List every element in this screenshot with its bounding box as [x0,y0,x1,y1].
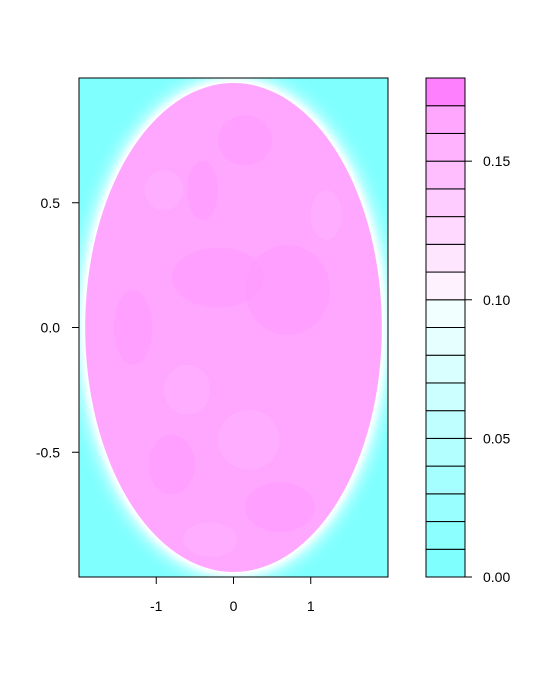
colorbar-bin [425,299,466,328]
colorbar: 0.00 0.05 0.10 0.15 [425,77,510,585]
colorbar-tick-label: 0.05 [483,430,510,446]
x-tick-label: 0 [230,598,238,614]
texture-patch [113,290,153,365]
texture-patch [171,247,265,308]
colorbar-bin [425,354,466,384]
texture-patch [218,409,280,470]
texture-patch [163,364,211,415]
colorbar-tick-label: 0.15 [483,153,510,169]
colorbar-tick-label: 0.10 [483,292,510,308]
colorbar-bin [425,160,466,190]
colorbar-bin [425,382,466,412]
x-tick-label: 1 [307,598,315,614]
colorbar-bin [425,77,466,107]
colorbar-bin [425,493,466,523]
colorbar-bin [425,188,466,218]
colorbar-bin [425,410,466,439]
colorbar-bin [425,548,466,578]
texture-patches [113,115,342,558]
y-tick-label: 0.0 [41,320,61,336]
colorbar-bin [425,327,466,356]
texture-patch [187,160,219,221]
colorbar-bin [425,243,466,273]
x-axis: -1 0 1 [150,577,315,614]
colorbar-bin [425,271,466,301]
colorbar-bin [425,216,466,245]
colorbar-bin [425,132,466,162]
y-axis: -0.5 0.0 0.5 [36,195,79,460]
colorbar-bin [425,437,466,467]
y-tick-label: -0.5 [36,444,60,460]
colorbar-bin [425,465,466,495]
colorbar-bin [425,521,466,550]
colorbar-tick-label: 0.00 [483,569,510,585]
x-tick-label: -1 [150,598,163,614]
colorbar-bin [425,105,466,134]
colorbar-border [425,77,466,578]
texture-patch [245,482,315,533]
texture-patch [310,190,342,241]
texture-patch [144,170,184,211]
texture-patch [183,522,238,558]
y-tick-label: 0.5 [41,195,61,211]
texture-patch [148,434,195,495]
texture-patch [218,115,273,166]
texture-patch [245,245,331,335]
plot-area [79,78,388,577]
